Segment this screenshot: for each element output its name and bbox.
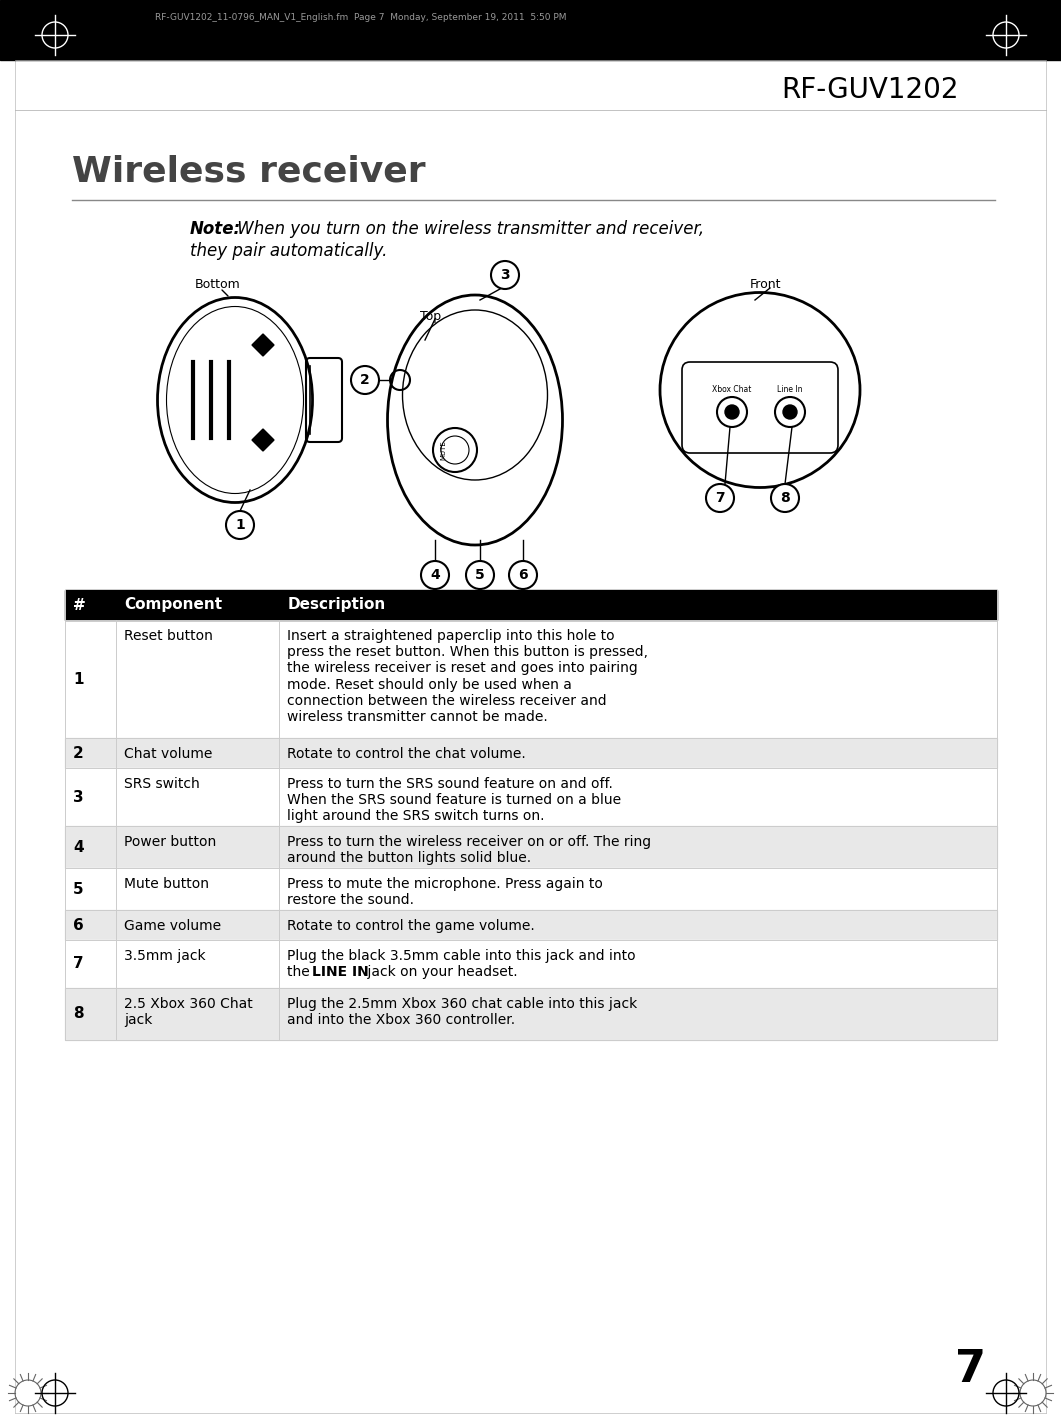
Text: Bottom: Bottom: [195, 278, 241, 291]
Text: #: #: [73, 597, 86, 613]
Text: Description: Description: [288, 597, 385, 613]
Circle shape: [226, 511, 254, 538]
Text: Reset button: Reset button: [124, 628, 213, 643]
Text: Game volume: Game volume: [124, 920, 222, 932]
Text: 5: 5: [73, 881, 84, 897]
Text: 6: 6: [518, 568, 527, 583]
Bar: [65, 738, 997, 768]
Bar: [65, 868, 997, 910]
Text: Rotate to control the chat volume.: Rotate to control the chat volume.: [288, 747, 526, 761]
Text: 3: 3: [500, 268, 510, 281]
Bar: [65, 620, 997, 738]
Circle shape: [491, 261, 519, 288]
Text: Line In: Line In: [778, 386, 803, 394]
Text: Press to turn the SRS sound feature on and off.
When the SRS sound feature is tu: Press to turn the SRS sound feature on a…: [288, 777, 622, 824]
Circle shape: [706, 484, 734, 513]
Text: RF-GUV1202_11-0796_MAN_V1_English.fm  Page 7  Monday, September 19, 2011  5:50 P: RF-GUV1202_11-0796_MAN_V1_English.fm Pag…: [155, 13, 567, 23]
Text: RF-GUV1202: RF-GUV1202: [781, 76, 959, 104]
Bar: [65, 768, 997, 825]
Text: 4: 4: [430, 568, 440, 583]
Text: Top: Top: [420, 310, 441, 323]
Text: Plug the black 3.5mm cable into this jack and into: Plug the black 3.5mm cable into this jac…: [288, 950, 636, 962]
Text: MUTE: MUTE: [440, 440, 446, 460]
Text: 3.5mm jack: 3.5mm jack: [124, 950, 206, 962]
Text: 2: 2: [73, 745, 84, 761]
Text: the: the: [288, 965, 314, 980]
Text: Press to turn the wireless receiver on or off. The ring
around the button lights: Press to turn the wireless receiver on o…: [288, 835, 651, 865]
Circle shape: [725, 406, 740, 418]
Text: 2: 2: [360, 373, 370, 387]
Text: 1: 1: [73, 671, 84, 687]
Text: Component: Component: [124, 597, 223, 613]
Polygon shape: [253, 428, 274, 451]
Bar: [65, 910, 997, 940]
Circle shape: [421, 561, 449, 588]
Text: 2.5 Xbox 360 Chat
jack: 2.5 Xbox 360 Chat jack: [124, 997, 253, 1027]
Bar: [0, 0, 1061, 60]
Circle shape: [783, 406, 797, 418]
Text: Power button: Power button: [124, 835, 216, 850]
Bar: [65, 940, 997, 988]
Text: 1: 1: [236, 518, 245, 533]
Text: 8: 8: [73, 1007, 84, 1021]
Text: they pair automatically.: they pair automatically.: [190, 241, 387, 260]
Text: Xbox Chat: Xbox Chat: [712, 386, 751, 394]
Circle shape: [351, 366, 379, 394]
Text: Wireless receiver: Wireless receiver: [72, 156, 425, 188]
Text: 3: 3: [73, 790, 84, 804]
Text: 7: 7: [955, 1348, 986, 1391]
Text: 7: 7: [73, 957, 84, 971]
Text: LINE IN: LINE IN: [312, 965, 369, 980]
Text: When you turn on the wireless transmitter and receiver,: When you turn on the wireless transmitte…: [232, 220, 705, 238]
Text: Rotate to control the game volume.: Rotate to control the game volume.: [288, 920, 535, 932]
Text: 5: 5: [475, 568, 485, 583]
Text: 6: 6: [73, 918, 84, 932]
Text: Insert a straightened paperclip into this hole to
press the reset button. When t: Insert a straightened paperclip into thi…: [288, 628, 648, 724]
Circle shape: [466, 561, 494, 588]
Text: 8: 8: [780, 491, 789, 506]
Polygon shape: [253, 334, 274, 356]
Bar: [65, 988, 997, 1040]
Text: SRS switch: SRS switch: [124, 777, 201, 791]
Text: Press to mute the microphone. Press again to
restore the sound.: Press to mute the microphone. Press agai…: [288, 877, 604, 907]
Text: jack on your headset.: jack on your headset.: [363, 965, 517, 980]
Circle shape: [509, 561, 537, 588]
Text: Note:: Note:: [190, 220, 241, 238]
Text: Mute button: Mute button: [124, 877, 209, 891]
Bar: [65, 825, 997, 868]
Text: Front: Front: [750, 278, 782, 291]
Bar: [65, 590, 997, 620]
Text: Chat volume: Chat volume: [124, 747, 212, 761]
Text: 7: 7: [715, 491, 725, 506]
Circle shape: [771, 484, 799, 513]
Circle shape: [258, 436, 268, 446]
Text: 4: 4: [73, 840, 84, 854]
Text: Plug the 2.5mm Xbox 360 chat cable into this jack
and into the Xbox 360 controll: Plug the 2.5mm Xbox 360 chat cable into …: [288, 997, 638, 1027]
